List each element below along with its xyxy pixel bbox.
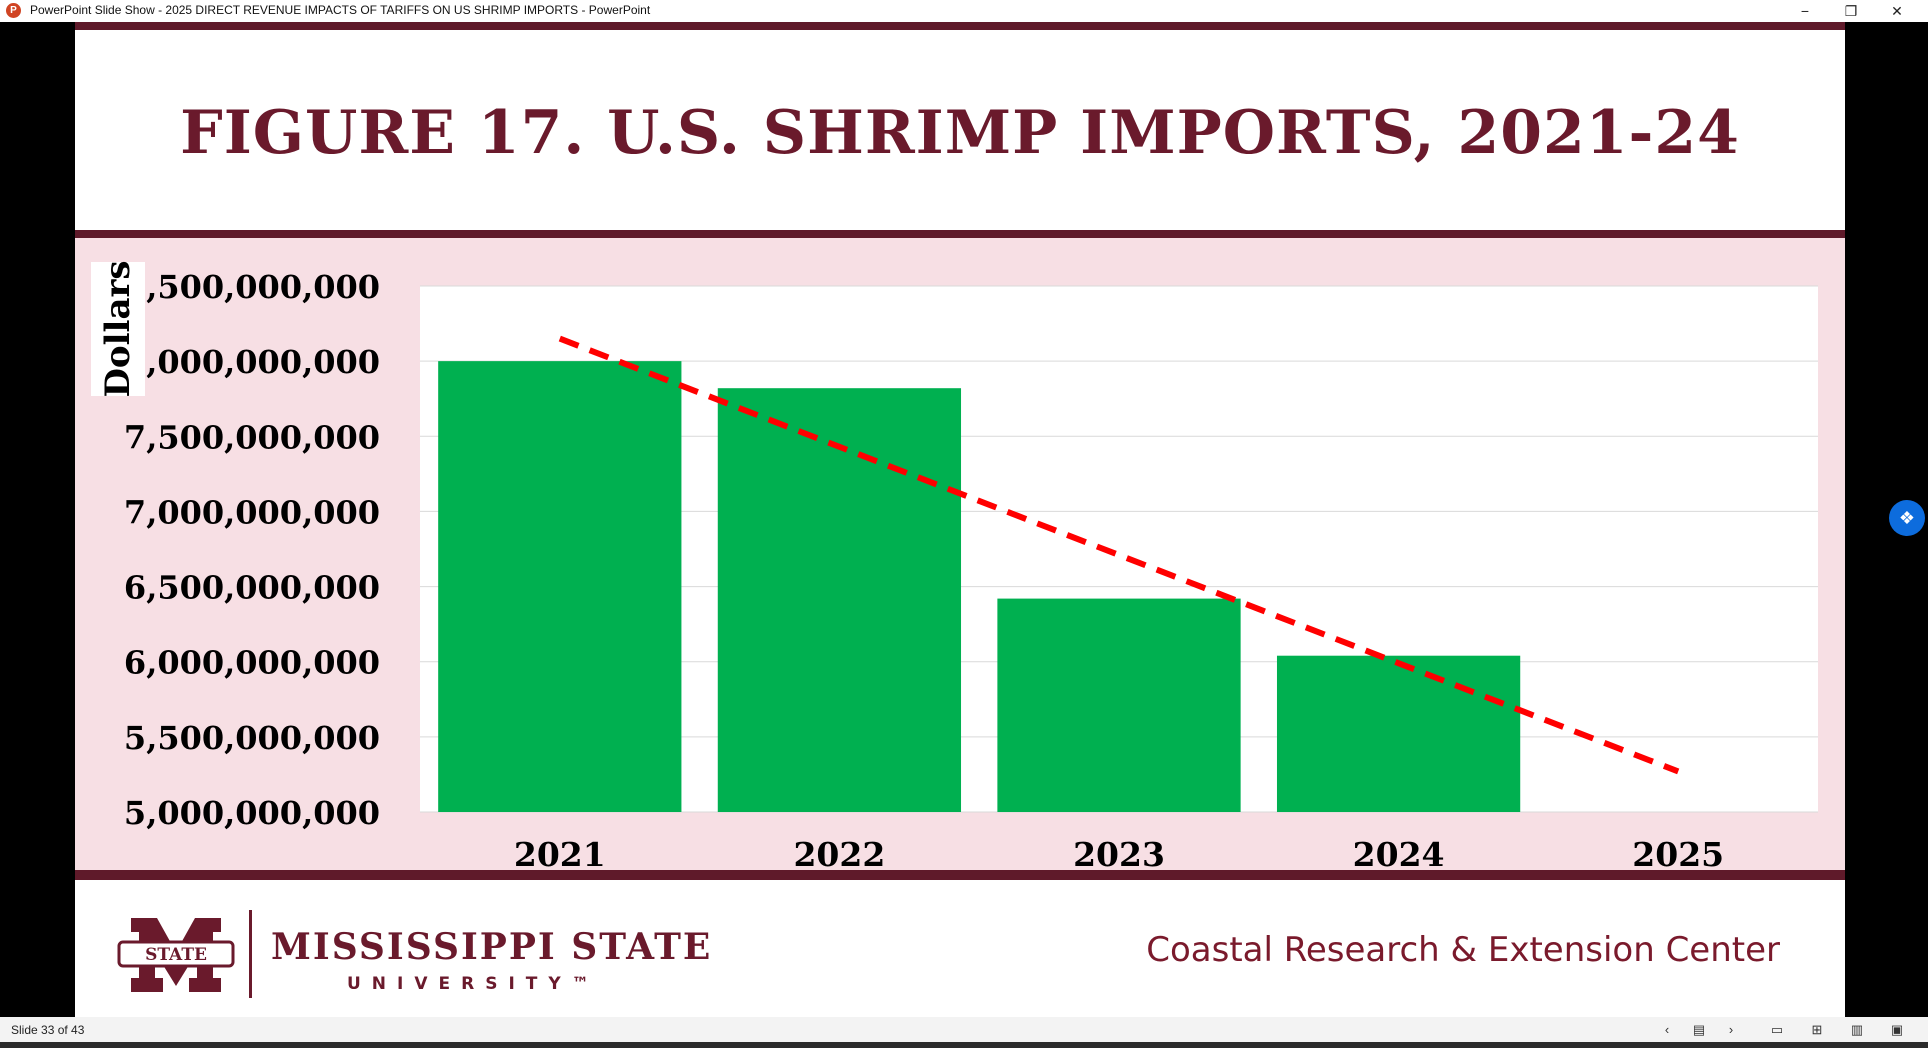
- y-tick-label: 6,500,000,000: [124, 569, 380, 607]
- y-axis-label: Dollars: [98, 260, 138, 398]
- bar-2024: [1276, 655, 1521, 812]
- x-tick-label-2025: 2025: [1632, 835, 1724, 870]
- top-band: [75, 22, 1845, 30]
- restore-button[interactable]: ❐: [1844, 3, 1858, 19]
- y-axis-label-box: [91, 262, 145, 396]
- title-divider: [75, 230, 1845, 238]
- slide-canvas[interactable]: FIGURE 17. U.S. SHRIMP IMPORTS, 2021-24 …: [75, 22, 1845, 1017]
- y-tick-label: 6,000,000,000: [124, 644, 380, 682]
- bar-2023: [997, 598, 1241, 812]
- powerpoint-app-icon: P: [6, 3, 21, 18]
- slide-footer: [75, 880, 1845, 1017]
- x-tick-label-2022: 2022: [793, 835, 885, 870]
- x-tick-label-2021: 2021: [514, 835, 606, 870]
- close-button[interactable]: ✕: [1891, 3, 1903, 19]
- slide-title: FIGURE 17. U.S. SHRIMP IMPORTS, 2021-24: [180, 98, 1740, 168]
- minimize-button[interactable]: −: [1800, 3, 1810, 19]
- bar-2022: [717, 388, 962, 812]
- next-slide-button[interactable]: ›: [1728, 1022, 1734, 1037]
- slide-counter: Slide 33 of 43: [11, 1023, 85, 1037]
- msu-logo-icon: STATE: [117, 918, 235, 992]
- logo-separator: [249, 910, 252, 998]
- x-tick-label-2023: 2023: [1073, 835, 1165, 870]
- slide-sorter-icon[interactable]: ⊞: [1811, 1022, 1823, 1037]
- x-tick-label-2024: 2024: [1353, 835, 1445, 870]
- y-tick-label: 7,500,000,000: [124, 418, 380, 456]
- y-tick-label: 5,000,000,000: [124, 794, 380, 832]
- notes-icon[interactable]: ▤: [1692, 1022, 1706, 1037]
- logo-shield-text: STATE: [145, 945, 207, 965]
- taskbar-strip: [0, 1042, 1928, 1048]
- y-tick-label: 5,500,000,000: [124, 719, 380, 757]
- window-title: PowerPoint Slide Show - 2025 DIRECT REVE…: [30, 3, 651, 17]
- trendline: [558, 335, 1680, 775]
- y-tick-label: 7,000,000,000: [124, 493, 380, 531]
- previous-slide-button[interactable]: ‹: [1664, 1022, 1670, 1037]
- bottom-band: [75, 870, 1845, 880]
- bar-chart: 5,000,000,000 5,500,000,000 6,000,000,000 6…: [124, 268, 1818, 870]
- dropbox-icon[interactable]: ❖: [1889, 500, 1925, 536]
- y-tick-label: 8,000,000,000: [124, 343, 380, 381]
- bar-2021: [438, 361, 682, 812]
- logo-university-name: MISSISSIPPI STATE: [271, 926, 713, 968]
- center-name: Coastal Research & Extension Center: [1146, 930, 1780, 970]
- window-titlebar: P PowerPoint Slide Show - 2025 DIRECT RE…: [0, 0, 1928, 22]
- reading-view-icon[interactable]: ▥: [1850, 1022, 1864, 1037]
- logo-university-word: UNIVERSITY™: [347, 974, 600, 994]
- slideshow-view-icon[interactable]: ▣: [1890, 1022, 1904, 1037]
- y-tick-label: 8,500,000,000: [124, 268, 380, 306]
- status-bar: Slide 33 of 43 ‹ ▤ › ▭ ⊞ ▥ ▣: [0, 1017, 1928, 1048]
- normal-view-icon[interactable]: ▭: [1770, 1022, 1784, 1037]
